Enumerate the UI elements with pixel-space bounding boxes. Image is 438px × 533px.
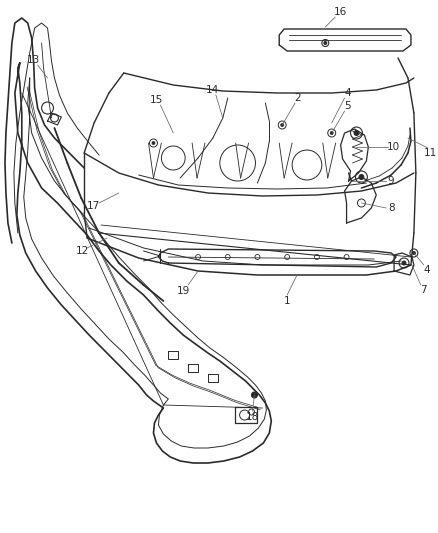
Text: 13: 13: [27, 55, 40, 65]
Circle shape: [152, 141, 155, 144]
Text: 1: 1: [284, 296, 290, 306]
Text: 15: 15: [150, 95, 163, 105]
Text: 19: 19: [177, 286, 190, 296]
Circle shape: [281, 124, 284, 126]
Text: 5: 5: [344, 101, 351, 111]
Text: 8: 8: [388, 203, 395, 213]
Text: 18: 18: [246, 412, 259, 422]
Circle shape: [359, 174, 364, 180]
Text: 2: 2: [295, 93, 301, 103]
Text: 9: 9: [388, 176, 395, 186]
Text: 4: 4: [424, 265, 430, 275]
Text: 12: 12: [76, 246, 89, 256]
Circle shape: [251, 392, 258, 398]
Circle shape: [354, 131, 359, 135]
Circle shape: [413, 252, 415, 254]
Text: 4: 4: [344, 88, 351, 98]
Circle shape: [330, 132, 333, 134]
Text: 17: 17: [86, 201, 100, 211]
Circle shape: [402, 261, 406, 265]
Text: 10: 10: [387, 142, 399, 152]
Text: 14: 14: [206, 85, 219, 95]
Text: 11: 11: [424, 148, 438, 158]
Text: 16: 16: [334, 7, 347, 17]
Circle shape: [324, 42, 327, 44]
Text: 7: 7: [420, 285, 427, 295]
